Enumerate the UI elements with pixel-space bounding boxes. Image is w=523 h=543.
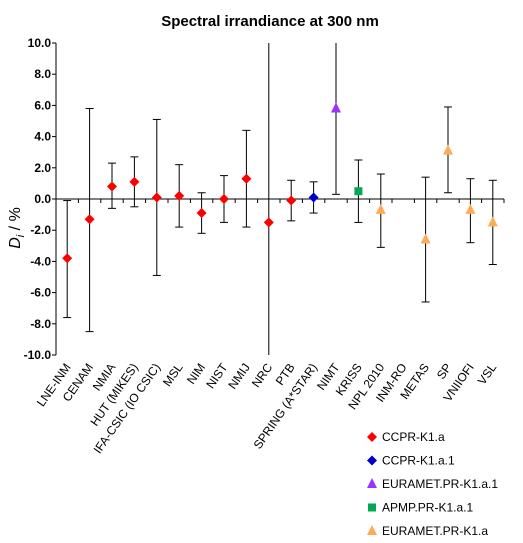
plot-area: 10.0 8.0 6.0 4.0 2.0 0.0 -2.0 -4.0 -6.0 -8.0 -10.0… <box>24 36 505 456</box>
y-axis-label-unit: / % <box>7 207 24 235</box>
y-tick-label: 2.0 <box>34 161 51 175</box>
data-point <box>308 192 319 203</box>
legend-label: APMP.PR-K1.a.1 <box>382 501 473 515</box>
category-label: NMIJ <box>225 361 253 392</box>
data-point <box>196 208 207 219</box>
data-point <box>286 195 297 206</box>
category-label: NIST <box>203 360 231 391</box>
y-tick-label: 10.0 <box>28 36 52 50</box>
y-axis-label: Di / % <box>7 207 27 249</box>
y-tick-label: -2.0 <box>30 223 51 237</box>
y-axis-label-main: D <box>7 237 24 249</box>
legend-marker <box>367 525 377 535</box>
svg-text:Di / %: Di / % <box>7 207 27 249</box>
y-tick-label: -8.0 <box>30 317 51 331</box>
data-point <box>420 233 431 244</box>
y-axis-label-sub: i <box>15 234 27 237</box>
y-tick-label: 0.0 <box>34 192 51 206</box>
legend-marker <box>367 455 377 466</box>
data-point <box>129 176 140 187</box>
data-point <box>331 102 341 113</box>
y-tick-label: 4.0 <box>34 130 51 144</box>
y-tick-label: -4.0 <box>30 254 51 268</box>
data-point <box>107 181 117 192</box>
data-point <box>375 203 386 214</box>
y-tick-label: 8.0 <box>34 67 51 81</box>
legend-label: EURAMET.PR-K1.a <box>382 524 488 538</box>
y-tick-label: -6.0 <box>30 286 51 300</box>
data-point <box>354 187 363 196</box>
y-tick-label: -10.0 <box>24 348 52 362</box>
category-label: NRC <box>249 360 276 390</box>
y-tick-label: 6.0 <box>34 98 51 112</box>
legend-marker <box>367 478 377 488</box>
legend-marker <box>367 432 377 442</box>
category-label: SP <box>434 361 455 382</box>
data-point <box>219 194 229 204</box>
legend-marker <box>368 503 376 512</box>
data-point <box>84 214 95 225</box>
legend-label: CCPR-K1.a.1 <box>382 454 455 468</box>
data-point <box>465 203 476 214</box>
category-label: MSL <box>160 360 186 389</box>
data-point <box>174 190 185 201</box>
data-point <box>263 217 274 228</box>
data-point <box>151 192 162 203</box>
category-label: VSL <box>475 360 500 387</box>
data-point <box>487 216 498 227</box>
chart-title: Spectral irrandiance at 300 nm <box>161 13 379 30</box>
data-point <box>241 173 252 184</box>
data-point <box>62 253 73 264</box>
legend-label: CCPR-K1.a <box>382 430 445 444</box>
data-point <box>443 144 453 155</box>
legend: CCPR-K1.a CCPR-K1.a.1 EURAMET.PR-K1.a.1 APM… <box>367 430 498 538</box>
legend-label: EURAMET.PR-K1.a.1 <box>382 477 498 491</box>
